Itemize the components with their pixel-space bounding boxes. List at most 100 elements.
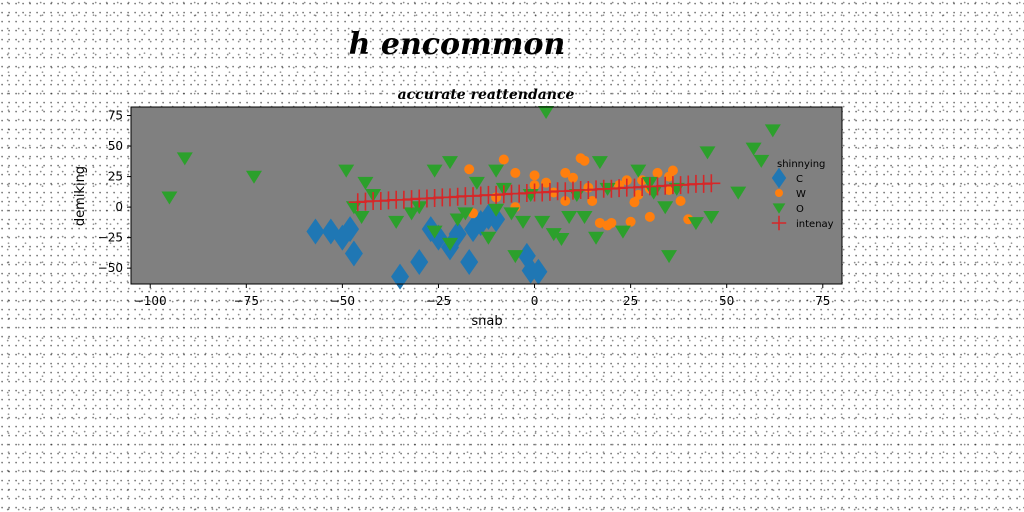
point: [460, 249, 479, 276]
series-intenay: [348, 174, 721, 212]
x-tick-label: −75: [234, 294, 259, 308]
legend-title: shinnying: [777, 159, 825, 170]
legend-marker: [771, 215, 787, 231]
x-tick-label: 75: [815, 294, 830, 308]
x-tick-label: −50: [330, 294, 355, 308]
point: [745, 142, 762, 156]
point: [588, 231, 605, 245]
legend-item-W: W: [775, 189, 806, 200]
point: [687, 217, 704, 231]
legend-marker: [772, 203, 786, 214]
point: [341, 216, 360, 243]
point: [457, 207, 474, 221]
y-tick-label: 50: [108, 139, 123, 153]
point: [487, 206, 506, 233]
point: [591, 156, 608, 170]
point: [541, 177, 552, 188]
point: [703, 211, 720, 225]
point: [545, 228, 562, 242]
point: [306, 218, 325, 245]
y-tick-label: −50: [98, 261, 123, 275]
series-C: [306, 203, 548, 290]
point: [449, 213, 466, 227]
point: [561, 211, 578, 225]
point: [576, 211, 593, 225]
point: [553, 232, 570, 246]
point: [357, 176, 374, 190]
point: [667, 165, 678, 176]
point: [625, 216, 636, 227]
point: [661, 250, 678, 264]
point: [488, 203, 505, 217]
x-tick-label: 0: [531, 294, 539, 308]
data-marks: [161, 106, 781, 290]
point: [403, 207, 420, 221]
y-tick-label: 0: [115, 200, 123, 214]
point: [560, 195, 571, 206]
legend-label: O: [796, 204, 804, 215]
point: [503, 207, 520, 221]
point: [702, 174, 721, 193]
point: [529, 170, 540, 181]
x-axis: −100 −75 −50 −25 0 25 50 75: [134, 284, 830, 308]
point: [515, 215, 532, 229]
legend-item-C: C: [771, 167, 803, 189]
point: [587, 195, 598, 206]
point: [338, 164, 355, 178]
legend-marker: [771, 167, 787, 189]
y-tick-label: 75: [108, 109, 123, 123]
point: [344, 240, 363, 267]
point: [614, 225, 631, 239]
point: [468, 176, 485, 190]
chart-title: h encommon: [349, 27, 566, 62]
y-axis-label: demiking: [73, 166, 88, 226]
point: [534, 215, 551, 229]
x-tick-label: −100: [134, 294, 167, 308]
point: [652, 167, 663, 178]
point: [176, 152, 193, 166]
point: [410, 249, 429, 276]
point: [507, 250, 524, 264]
chart-subtitle: accurate reattendance: [398, 87, 575, 103]
point: [538, 106, 555, 120]
y-tick-label: −25: [98, 231, 123, 245]
point: [629, 197, 640, 208]
point: [464, 164, 475, 175]
point: [411, 201, 428, 215]
point: [488, 164, 505, 178]
point: [675, 195, 686, 206]
x-tick-label: 25: [623, 294, 638, 308]
point: [606, 217, 617, 228]
point: [683, 214, 694, 225]
legend-marker: [775, 189, 783, 197]
point: [353, 211, 370, 225]
y-axis: −50 −25 0 25 50 75: [98, 109, 131, 275]
plot-frame: [130, 106, 843, 285]
point: [510, 167, 521, 178]
point: [633, 189, 644, 200]
legend-label: C: [796, 174, 803, 185]
point: [560, 167, 571, 178]
point: [426, 164, 443, 178]
x-tick-label: −25: [426, 294, 451, 308]
legend-item-O: O: [772, 203, 804, 215]
x-axis-label: snab: [471, 314, 502, 329]
point: [391, 263, 410, 290]
point: [630, 164, 647, 178]
point: [245, 170, 262, 184]
point: [480, 231, 497, 245]
series-O: [161, 106, 781, 264]
point: [644, 211, 655, 222]
legend-label: W: [796, 189, 806, 200]
point: [594, 217, 605, 228]
point: [657, 201, 674, 215]
x-tick-label: 50: [719, 294, 734, 308]
y-tick-label: 25: [108, 170, 123, 184]
legend-item-intenay: intenay: [771, 215, 834, 231]
legend-label: intenay: [796, 219, 834, 230]
point: [753, 154, 770, 168]
point: [699, 146, 716, 160]
point: [567, 172, 578, 183]
